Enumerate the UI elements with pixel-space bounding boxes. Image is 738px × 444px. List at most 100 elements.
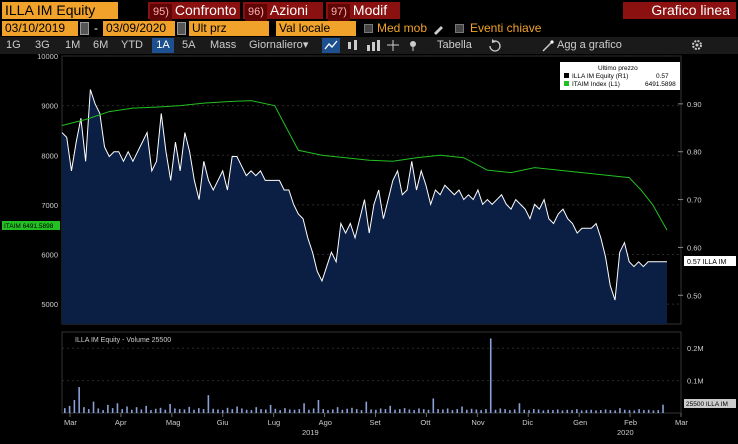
key-events-label: Eventi chiave (470, 21, 542, 35)
candle-chart-icon[interactable] (344, 38, 362, 53)
right-tick-label: 0.80 (687, 148, 702, 157)
volume-bar (628, 410, 631, 413)
left-tick-label: 8000 (41, 151, 58, 160)
volume-chart: 0.1M 0.2M (62, 338, 704, 413)
volume-bar (126, 406, 128, 413)
volume-bar (528, 410, 530, 413)
volume-bar (399, 409, 401, 413)
frequency-label: Giornaliero (249, 39, 303, 51)
add-to-chart-button[interactable]: Agg a grafico (557, 39, 622, 51)
page-title: Grafico linea (623, 2, 736, 19)
compare-button[interactable]: 95) Confronto (148, 2, 240, 21)
volume-bar (580, 410, 583, 413)
legend-title: Ultimo prezzo (598, 65, 638, 72)
volume-bar (174, 408, 176, 413)
tab-5a[interactable]: 5A (182, 39, 196, 51)
compare-number: 95) (150, 4, 172, 21)
volume-bar (652, 410, 655, 413)
actions-button[interactable]: 96) Azioni (243, 2, 323, 21)
currency-select[interactable]: Val locale (276, 21, 356, 36)
key-events-checkbox[interactable] (455, 24, 464, 33)
frequency-dropdown[interactable]: Giornaliero▾ (249, 38, 313, 53)
actions-number: 96) (245, 4, 267, 21)
price-line (61, 89, 667, 301)
end-calendar-icon[interactable] (177, 22, 186, 35)
volume-bar (403, 408, 406, 413)
volume-bar (140, 409, 143, 413)
volume-bar (97, 408, 100, 413)
volume-bar (523, 409, 526, 413)
volume-bar (537, 409, 540, 413)
x-tick-label: Dic (522, 418, 533, 427)
edit-number: 97) (328, 4, 350, 21)
wand-icon (542, 40, 554, 52)
volume-bar (193, 409, 195, 413)
volume-bar (662, 404, 664, 413)
volume-bar (341, 409, 344, 413)
edit-button[interactable]: 97) Modif (326, 2, 400, 21)
start-date-input[interactable]: 03/10/2019 (2, 21, 78, 36)
volume-bar (480, 410, 482, 413)
volume-bar (427, 409, 430, 413)
tab-6m[interactable]: 6M (93, 39, 109, 51)
right-tick-label: 0.90 (687, 100, 702, 109)
tab-max[interactable]: Mass (210, 39, 237, 51)
volume-bar (169, 403, 171, 413)
tab-1a[interactable]: 1A (152, 38, 174, 53)
tab-3g[interactable]: 3G (35, 39, 50, 51)
volume-bar (284, 408, 286, 413)
volume-bar (566, 409, 569, 413)
moving-avg-checkbox[interactable] (364, 24, 373, 33)
volume-bar (68, 405, 71, 413)
volume-bar (408, 409, 411, 413)
tab-1g[interactable]: 1G (6, 39, 21, 51)
volume-bar (198, 408, 200, 413)
end-date-input[interactable]: 03/09/2020 (103, 21, 175, 36)
volume-bar (461, 406, 463, 413)
volume-bar (226, 407, 229, 413)
volume-bar (212, 408, 214, 413)
volume-bar (571, 410, 573, 413)
tab-1m[interactable]: 1M (65, 39, 81, 51)
volume-bar (456, 409, 459, 413)
volume-bar (657, 410, 660, 413)
volume-bar (422, 409, 425, 413)
line-chart-icon[interactable] (322, 38, 340, 53)
volume-bar (274, 408, 277, 413)
table-button[interactable]: Tabella (437, 39, 472, 51)
volume-bar (87, 409, 90, 413)
pin-icon[interactable] (404, 38, 422, 53)
volume-bar (556, 409, 559, 413)
tab-ytd[interactable]: YTD (121, 39, 143, 51)
field-select[interactable]: Ult prz (189, 21, 269, 36)
volume-bar (552, 410, 554, 413)
refresh-icon[interactable] (486, 38, 504, 53)
volume-bar (365, 401, 368, 413)
volume-bar (298, 409, 301, 413)
volume-bar (78, 387, 80, 413)
gear-icon[interactable] (690, 38, 704, 53)
volume-bar (446, 408, 449, 413)
chevron-down-icon: ▾ (302, 39, 309, 51)
security-field[interactable]: ILLA IM Equity (2, 2, 118, 19)
pencil-icon[interactable] (432, 23, 444, 35)
volume-bar (236, 406, 238, 413)
volume-bar (221, 410, 224, 413)
legend-box (560, 62, 680, 90)
volume-bar (288, 409, 291, 413)
crosshair-icon[interactable] (384, 38, 402, 53)
volume-bar (121, 409, 124, 413)
volume-bar (312, 408, 315, 413)
volume-bar (576, 409, 578, 413)
start-calendar-icon[interactable] (80, 22, 89, 35)
volume-bar (518, 403, 521, 413)
x-year-label: 2020 (617, 428, 634, 437)
volume-legend: ILLA IM Equity - Volume 25500 (75, 337, 171, 344)
left-axis: 5000 6000 7000 8000 9000 10000 (37, 54, 58, 309)
edit-label: Modif (352, 2, 388, 18)
legend-index-value: 6491.5898 (645, 81, 676, 88)
volume-bar (432, 398, 435, 413)
x-tick-label: Set (370, 418, 382, 427)
bar-chart-icon[interactable] (364, 38, 382, 53)
x-tick-label: Nov (471, 418, 485, 427)
